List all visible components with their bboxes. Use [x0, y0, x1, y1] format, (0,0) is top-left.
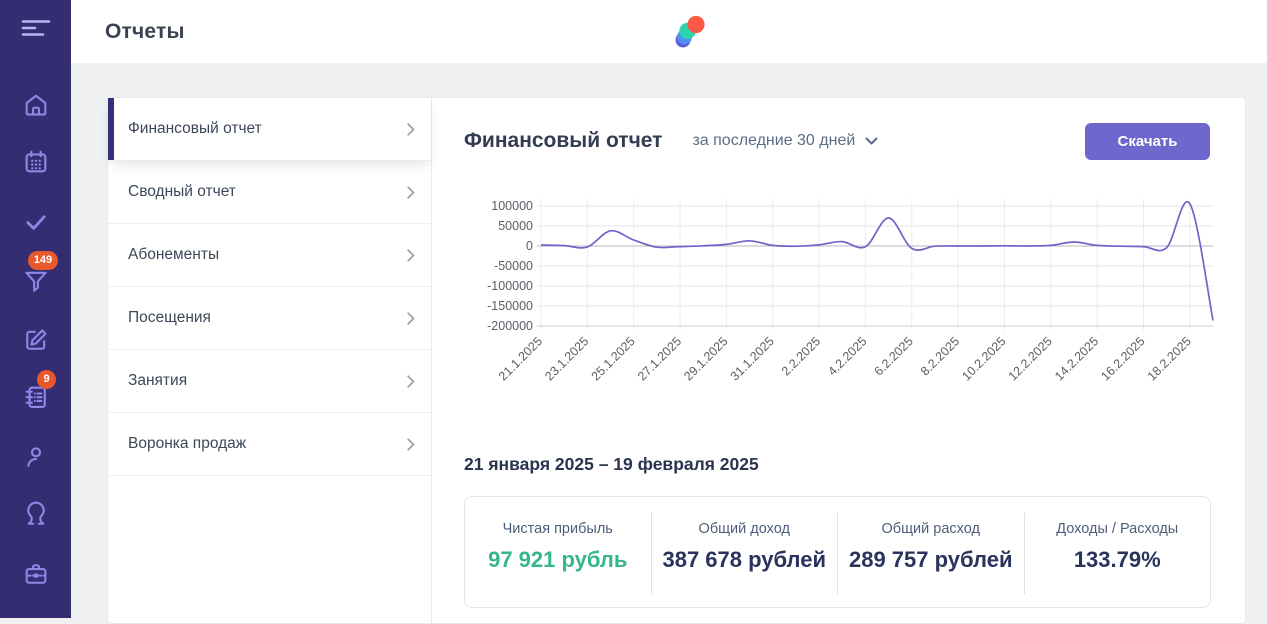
svg-text:6.2.2025: 6.2.2025 — [872, 334, 916, 378]
report-header: Финансовый отчет за последние 30 дней Ск… — [464, 122, 1210, 160]
app-logo — [671, 12, 711, 52]
chevron-right-icon — [407, 438, 415, 456]
menu-toggle-button[interactable] — [16, 8, 56, 48]
home-icon — [25, 94, 47, 116]
chevron-right-icon — [407, 249, 415, 267]
journal-badge: 9 — [37, 370, 56, 389]
stat-value: 97 921 рубль — [488, 547, 628, 572]
check-icon — [26, 215, 46, 230]
stat-label: Чистая прибыль — [502, 521, 613, 537]
sidebar-item-staff[interactable] — [16, 495, 56, 535]
briefcase-icon — [25, 564, 47, 584]
svg-text:18.2.2025: 18.2.2025 — [1145, 334, 1194, 383]
chevron-right-icon — [407, 312, 415, 330]
report-menu-item-4[interactable]: Посещения — [108, 287, 431, 350]
download-button[interactable]: Скачать — [1085, 122, 1210, 160]
report-menu-item-label: Посещения — [128, 309, 211, 326]
report-menu-item-label: Сводный отчет — [128, 183, 236, 200]
svg-text:0: 0 — [526, 239, 533, 253]
stat-net-profit: Чистая прибыль 97 921 рубль — [465, 497, 651, 607]
workspace: Финансовый отчет Сводный отчет Абонементы П… — [71, 63, 1267, 624]
svg-text:31.1.2025: 31.1.2025 — [728, 334, 777, 383]
hamburger-icon — [21, 20, 51, 36]
person-female-icon — [27, 501, 45, 525]
calendar-icon — [25, 150, 47, 173]
stat-value: 289 757 рублей — [848, 547, 1013, 572]
topbar: Отчеты — [71, 0, 1267, 63]
svg-text:29.1.2025: 29.1.2025 — [681, 334, 730, 383]
finance-chart: 21.1.202523.1.202525.1.202527.1.202529.1… — [487, 199, 1214, 383]
sidebar-item-home[interactable] — [16, 85, 56, 125]
report-menu-item-6[interactable]: Воронка продаж — [108, 413, 431, 476]
svg-text:50000: 50000 — [498, 219, 533, 233]
sidebar-item-calendar[interactable] — [16, 142, 56, 182]
report-date-range: 21 января 2025 – 19 февраля 2025 — [464, 454, 759, 474]
svg-text:10.2.2025: 10.2.2025 — [959, 334, 1008, 383]
funnel-icon — [25, 271, 47, 292]
period-dropdown-label: за последние 30 дней — [692, 132, 856, 149]
page-title: Отчеты — [105, 20, 185, 43]
report-menu-item-label: Занятия — [128, 372, 188, 389]
sidebar-item-clients[interactable] — [16, 437, 56, 477]
reports-content-card: Финансовый отчет Сводный отчет Абонементы П… — [107, 97, 1246, 624]
funnel-badge: 149 — [28, 251, 58, 270]
chevron-right-icon — [407, 375, 415, 393]
report-menu-item-label: Абонементы — [128, 246, 220, 263]
chevron-down-icon — [865, 137, 878, 145]
svg-text:4.2.2025: 4.2.2025 — [825, 334, 869, 378]
report-menu-item-2[interactable]: Сводный отчет — [108, 161, 431, 224]
stat-total-expense: Общий расход 289 757 рублей — [837, 497, 1024, 607]
sidebar-item-journal[interactable]: 9 — [16, 370, 56, 417]
stat-total-income: Общий доход 387 678 рублей — [650, 497, 837, 607]
chevron-right-icon — [407, 123, 415, 141]
app-sidebar: 149 9 — [0, 0, 71, 618]
person-icon — [27, 447, 42, 467]
stat-label: Общий расход — [881, 521, 980, 537]
svg-text:-100000: -100000 — [487, 279, 533, 293]
svg-text:100000: 100000 — [491, 199, 533, 213]
sidebar-item-sales-funnel[interactable]: 149 — [16, 251, 58, 301]
report-menu-item-3[interactable]: Абонементы — [108, 224, 431, 287]
pencil-square-icon — [26, 329, 47, 350]
svg-text:23.1.2025: 23.1.2025 — [542, 334, 591, 383]
stat-value: 133.79% — [1073, 547, 1161, 572]
svg-text:-50000: -50000 — [494, 259, 533, 273]
summary-stats-card: Чистая прибыль 97 921 рубль Общий доход 387… — [464, 496, 1211, 608]
svg-text:2.2.2025: 2.2.2025 — [779, 334, 823, 378]
report-menu-item-5[interactable]: Занятия — [108, 350, 431, 413]
svg-text:21.1.2025: 21.1.2025 — [496, 334, 545, 383]
report-main: Финансовый отчет за последние 30 дней Ск… — [432, 98, 1245, 623]
stat-value: 387 678 рублей — [662, 547, 826, 572]
period-dropdown[interactable]: за последние 30 дней — [692, 132, 878, 150]
svg-text:-200000: -200000 — [487, 319, 533, 333]
sidebar-item-tasks[interactable] — [16, 202, 56, 242]
svg-text:-150000: -150000 — [487, 299, 533, 313]
svg-text:8.2.2025: 8.2.2025 — [918, 334, 962, 378]
chevron-right-icon — [407, 186, 415, 204]
report-menu-item-1[interactable]: Финансовый отчет — [108, 98, 431, 161]
svg-text:12.2.2025: 12.2.2025 — [1006, 334, 1055, 383]
report-title: Финансовый отчет — [464, 129, 663, 152]
stat-income-expense-ratio: Доходы / Расходы 133.79% — [1023, 497, 1210, 607]
logo-icon — [675, 15, 705, 48]
stat-label: Доходы / Расходы — [1056, 521, 1179, 537]
sidebar-item-edit[interactable] — [16, 320, 56, 360]
journal-icon — [25, 386, 46, 408]
svg-text:25.1.2025: 25.1.2025 — [589, 334, 638, 383]
svg-text:14.2.2025: 14.2.2025 — [1052, 334, 1101, 383]
sidebar-item-inventory[interactable] — [16, 554, 56, 594]
svg-text:27.1.2025: 27.1.2025 — [635, 334, 684, 383]
report-type-menu: Финансовый отчет Сводный отчет Абонементы П… — [108, 98, 432, 623]
report-menu-item-label: Воронка продаж — [128, 435, 247, 452]
svg-text:16.2.2025: 16.2.2025 — [1098, 334, 1147, 383]
report-menu-item-label: Финансовый отчет — [128, 120, 262, 137]
stat-label: Общий доход — [698, 521, 790, 537]
